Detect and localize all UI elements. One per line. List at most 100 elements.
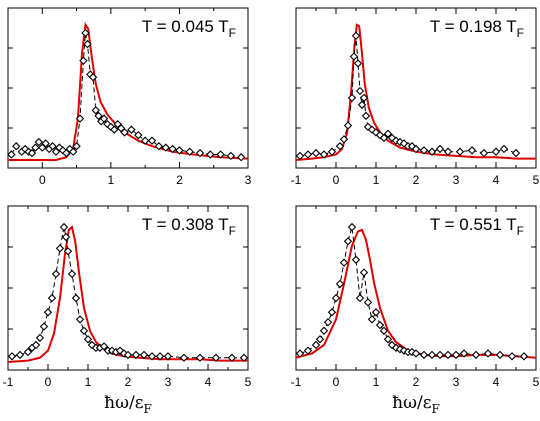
data-point xyxy=(351,31,361,40)
data-point xyxy=(383,129,393,138)
panel-title: T = 0.551 TF xyxy=(430,215,524,238)
panel-title-main: T = 0.308 T xyxy=(142,215,229,234)
data-point xyxy=(367,315,377,324)
data-line xyxy=(11,227,244,359)
data-point xyxy=(72,142,81,151)
x-tick-label: 5 xyxy=(533,375,540,389)
data-point xyxy=(168,144,177,154)
data-point xyxy=(99,342,109,351)
x-axis-label: ħω/εF xyxy=(392,393,440,416)
data-point xyxy=(339,135,349,144)
data-point xyxy=(435,350,445,360)
data-point xyxy=(43,308,53,317)
data-point xyxy=(211,353,221,362)
data-point xyxy=(315,335,325,344)
data-point xyxy=(216,150,225,159)
x-tick-label: 4 xyxy=(493,173,500,187)
data-point xyxy=(99,114,109,123)
data-point xyxy=(147,352,157,361)
data-point xyxy=(347,93,357,103)
data-point xyxy=(41,139,50,148)
data-point xyxy=(331,293,341,303)
data-point xyxy=(359,268,369,277)
data-point xyxy=(68,147,78,156)
data-point xyxy=(185,147,194,156)
data-point xyxy=(427,147,437,156)
x-tick-label: 1 xyxy=(85,375,92,389)
data-point xyxy=(47,293,57,303)
data-point xyxy=(391,343,401,352)
data-point xyxy=(379,326,389,335)
data-point xyxy=(131,350,141,360)
data-point xyxy=(443,350,453,360)
data-line xyxy=(299,226,524,357)
x-tick-label: 0 xyxy=(39,173,46,187)
x-tick-label: 0 xyxy=(333,375,340,389)
data-point xyxy=(34,137,44,147)
data-point xyxy=(15,350,25,360)
data-point xyxy=(395,137,405,147)
panel-title-main: T = 0.198 T xyxy=(430,17,517,36)
data-point xyxy=(71,293,81,303)
x-tick-label: 1 xyxy=(373,375,380,389)
data-point xyxy=(339,258,349,267)
data-point xyxy=(39,322,49,331)
data-point xyxy=(134,130,143,140)
data-point xyxy=(31,143,40,152)
data-point xyxy=(335,142,345,151)
fit-curve xyxy=(296,23,536,161)
data-point xyxy=(491,147,501,156)
data-point xyxy=(123,350,133,360)
data-point xyxy=(195,148,205,158)
data-point xyxy=(94,111,103,121)
data-point xyxy=(367,125,377,134)
data-point xyxy=(7,150,16,159)
panel-title-subscript: F xyxy=(229,224,236,238)
x-tick-label: 3 xyxy=(453,173,460,187)
data-point xyxy=(323,318,333,327)
data-point xyxy=(359,93,369,103)
data-point xyxy=(311,148,321,158)
data-point xyxy=(411,144,421,154)
x-axis-label-main: ħω/ε xyxy=(392,393,432,413)
data-point xyxy=(51,269,61,279)
data-point xyxy=(471,350,481,360)
x-tick-label: 5 xyxy=(245,375,252,389)
fit-curve xyxy=(8,225,248,363)
data-point xyxy=(419,350,429,360)
data-point xyxy=(479,148,489,158)
x-tick-label: 2 xyxy=(413,375,420,389)
fit-curve xyxy=(296,228,536,359)
panel-title-main: T = 0.045 T xyxy=(142,17,229,36)
data-point xyxy=(227,353,237,362)
x-tick-label: 2 xyxy=(176,173,183,187)
x-tick-label: 3 xyxy=(453,375,460,389)
panel-1: 0 1 2 3 T = 0.045 TF xyxy=(7,7,252,187)
x-tick-label: 3 xyxy=(165,375,172,389)
data-point xyxy=(79,326,89,335)
data-point xyxy=(399,139,409,148)
x-tick-label: 5 xyxy=(533,173,540,187)
x-axis-label-subscript: F xyxy=(144,402,152,416)
data-point xyxy=(295,349,305,358)
data-point xyxy=(361,111,371,121)
data-point xyxy=(163,352,173,361)
data-point xyxy=(226,151,236,161)
data-point xyxy=(195,353,205,362)
data-point xyxy=(63,247,73,256)
data-point xyxy=(353,59,363,68)
data-point xyxy=(375,320,385,330)
x-tick-label: 2 xyxy=(125,375,132,389)
data-point xyxy=(31,340,41,350)
data-point xyxy=(483,349,493,358)
panel-2: -1 0 1 2 3 4 5 T = 0.198 TF xyxy=(291,7,540,187)
data-point xyxy=(363,122,373,132)
data-point xyxy=(467,146,477,155)
data-point xyxy=(319,326,329,335)
data-point xyxy=(59,222,69,232)
data-point xyxy=(83,335,93,344)
x-tick-label: -1 xyxy=(291,173,302,187)
data-point xyxy=(55,244,65,253)
x-tick-label: -1 xyxy=(291,375,302,389)
